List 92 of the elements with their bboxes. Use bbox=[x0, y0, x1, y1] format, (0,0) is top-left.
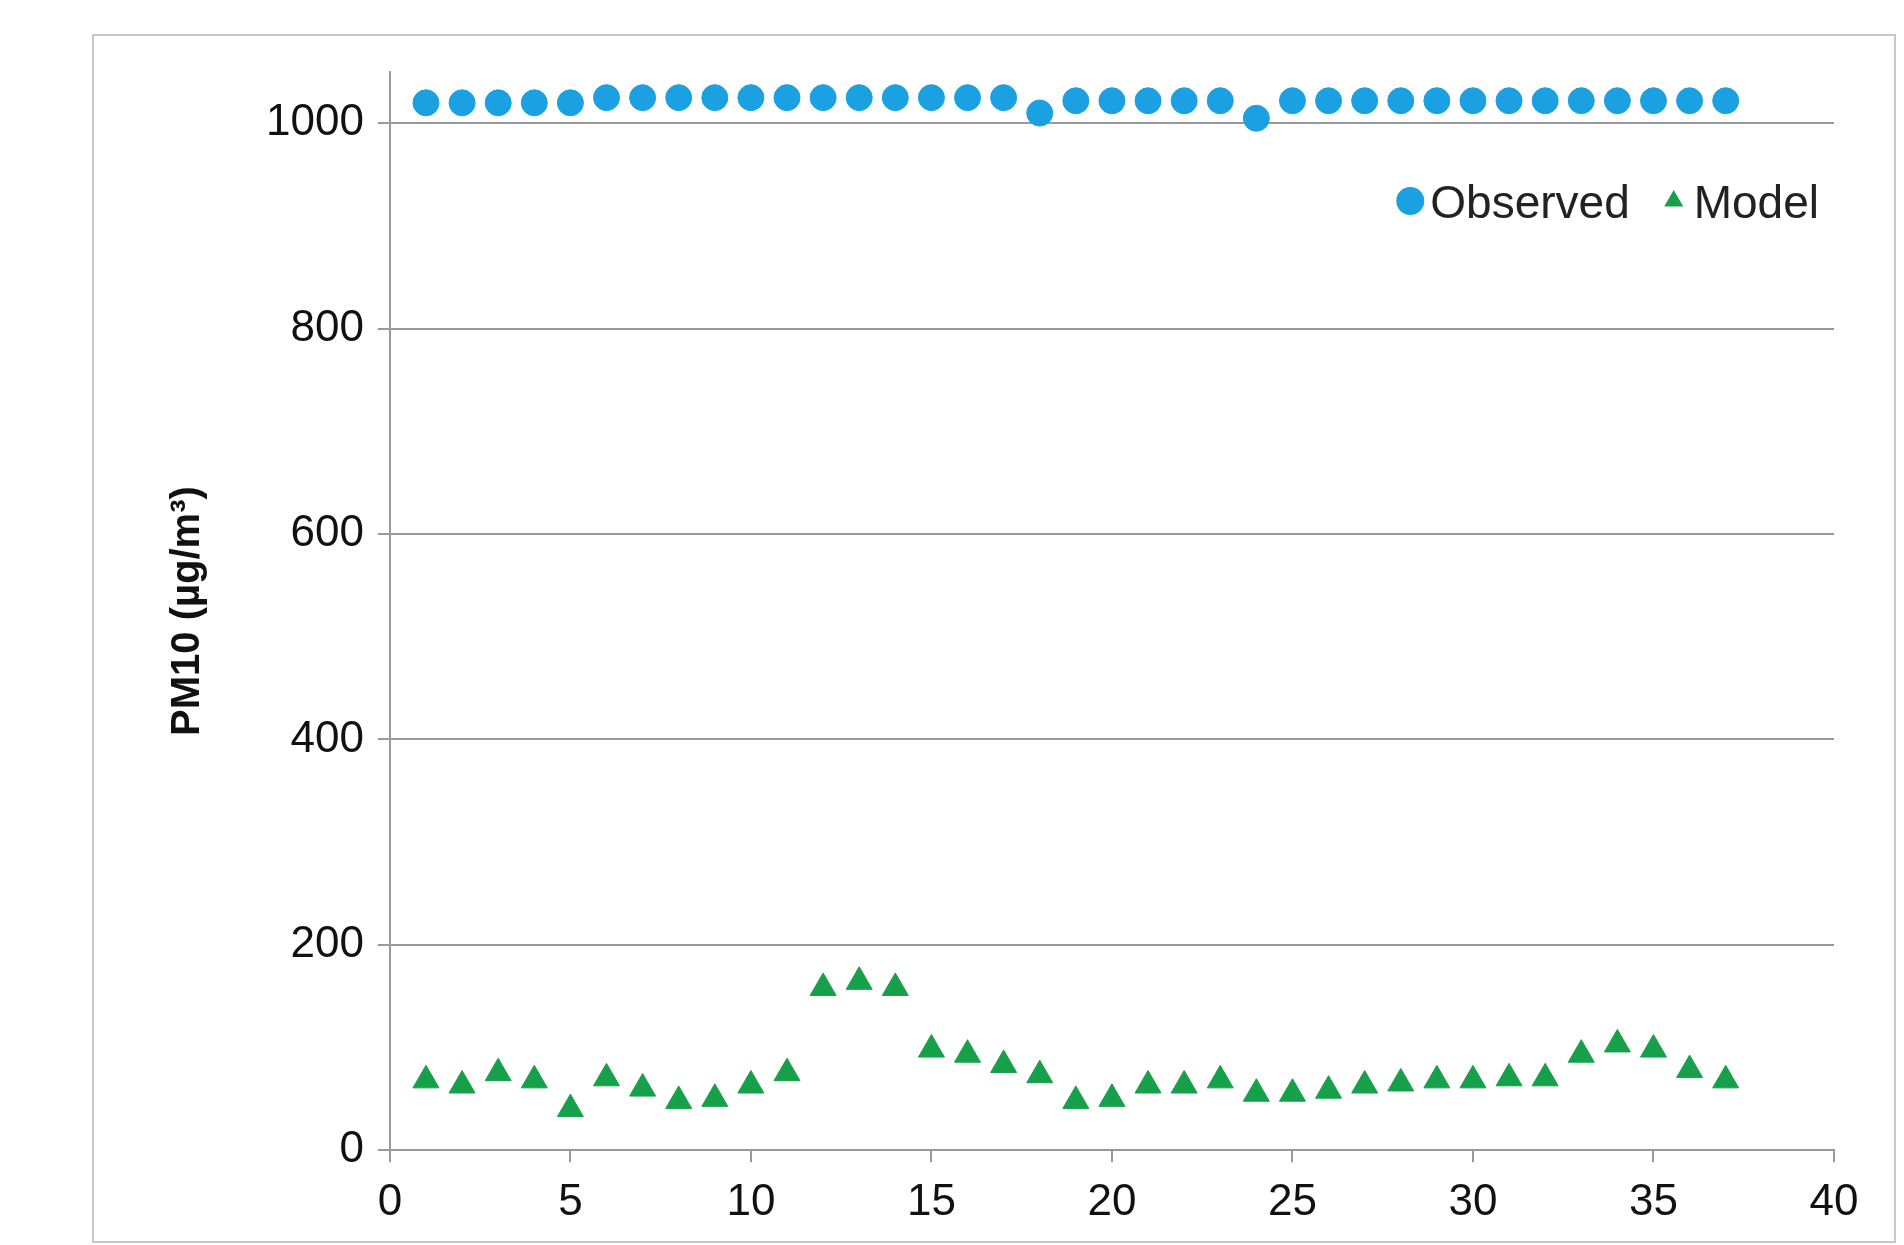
point bbox=[881, 84, 909, 112]
point bbox=[593, 1062, 620, 1087]
point bbox=[1278, 1078, 1306, 1102]
point bbox=[1351, 87, 1379, 115]
point bbox=[1062, 1085, 1090, 1109]
point bbox=[412, 1064, 440, 1089]
point bbox=[520, 89, 548, 117]
x-tick-label: 15 bbox=[906, 1174, 956, 1224]
legend-label: Observed bbox=[1430, 175, 1630, 228]
point bbox=[845, 966, 873, 990]
point bbox=[1459, 87, 1487, 115]
point bbox=[665, 84, 693, 112]
y-axis-title: PM10 (µg/m³) bbox=[163, 486, 208, 736]
point bbox=[1134, 87, 1162, 115]
point bbox=[1351, 1070, 1379, 1094]
point bbox=[1531, 1062, 1559, 1087]
point bbox=[448, 1070, 476, 1094]
point bbox=[809, 84, 837, 112]
point bbox=[1531, 87, 1559, 115]
x-tick-label: 25 bbox=[1267, 1174, 1317, 1224]
point bbox=[1567, 1039, 1595, 1063]
point bbox=[1495, 1062, 1523, 1087]
point bbox=[1170, 1070, 1198, 1094]
y-tick-label: 200 bbox=[290, 916, 364, 966]
point bbox=[1676, 87, 1704, 115]
point bbox=[1134, 1070, 1162, 1094]
point bbox=[593, 84, 620, 112]
point bbox=[954, 84, 982, 112]
point bbox=[773, 84, 801, 112]
point bbox=[1640, 1034, 1667, 1058]
x-tick-label: 30 bbox=[1448, 1174, 1498, 1224]
point bbox=[990, 1049, 1018, 1073]
x-tick-label: 20 bbox=[1087, 1174, 1137, 1224]
y-tick-label: 800 bbox=[290, 300, 364, 350]
point bbox=[1567, 87, 1595, 115]
point bbox=[701, 84, 729, 112]
point bbox=[737, 1070, 765, 1094]
point bbox=[701, 1083, 729, 1107]
point bbox=[556, 1093, 584, 1118]
point bbox=[1206, 87, 1234, 115]
point bbox=[1170, 87, 1198, 115]
point bbox=[665, 1085, 693, 1109]
x-tick-label: 5 bbox=[558, 1174, 583, 1224]
y-tick-label: 600 bbox=[290, 506, 364, 556]
point bbox=[990, 84, 1018, 112]
point bbox=[1242, 104, 1270, 132]
point bbox=[1026, 1059, 1054, 1084]
point bbox=[1387, 87, 1415, 115]
x-tick-label: 10 bbox=[726, 1174, 776, 1224]
point bbox=[1676, 1054, 1704, 1079]
legend-label: Model bbox=[1693, 175, 1820, 228]
point bbox=[412, 89, 440, 117]
point bbox=[1603, 1028, 1631, 1053]
point bbox=[1639, 87, 1667, 115]
point bbox=[881, 972, 909, 996]
point bbox=[809, 972, 837, 996]
point bbox=[1315, 87, 1343, 115]
point bbox=[1315, 1075, 1343, 1099]
point bbox=[484, 1057, 512, 1082]
point bbox=[629, 84, 657, 112]
point bbox=[773, 1057, 801, 1082]
point bbox=[1242, 1078, 1270, 1102]
point bbox=[448, 89, 476, 117]
point bbox=[1278, 87, 1306, 115]
y-tick-label: 1000 bbox=[265, 95, 364, 145]
point bbox=[1712, 87, 1740, 115]
point bbox=[484, 89, 512, 117]
point bbox=[917, 84, 945, 112]
point bbox=[954, 1039, 982, 1063]
point bbox=[1387, 1067, 1415, 1092]
point bbox=[1206, 1064, 1234, 1089]
x-tick-label: 40 bbox=[1809, 1174, 1859, 1224]
point bbox=[1459, 1064, 1487, 1089]
point bbox=[1495, 87, 1523, 115]
point bbox=[1062, 87, 1090, 115]
y-tick-label: 0 bbox=[339, 1122, 364, 1172]
point bbox=[1026, 99, 1054, 127]
y-tick-label: 400 bbox=[290, 711, 364, 761]
point bbox=[629, 1073, 657, 1097]
point bbox=[917, 1034, 945, 1058]
point bbox=[1098, 1083, 1126, 1107]
point bbox=[1603, 87, 1631, 115]
point bbox=[1098, 87, 1126, 115]
point bbox=[520, 1064, 548, 1089]
point bbox=[737, 84, 765, 112]
x-tick-label: 0 bbox=[377, 1174, 403, 1224]
x-tick-label: 35 bbox=[1629, 1174, 1678, 1224]
point bbox=[845, 84, 873, 112]
point bbox=[1423, 1064, 1451, 1089]
point bbox=[1712, 1064, 1740, 1089]
point bbox=[556, 89, 584, 117]
point bbox=[1423, 87, 1451, 115]
